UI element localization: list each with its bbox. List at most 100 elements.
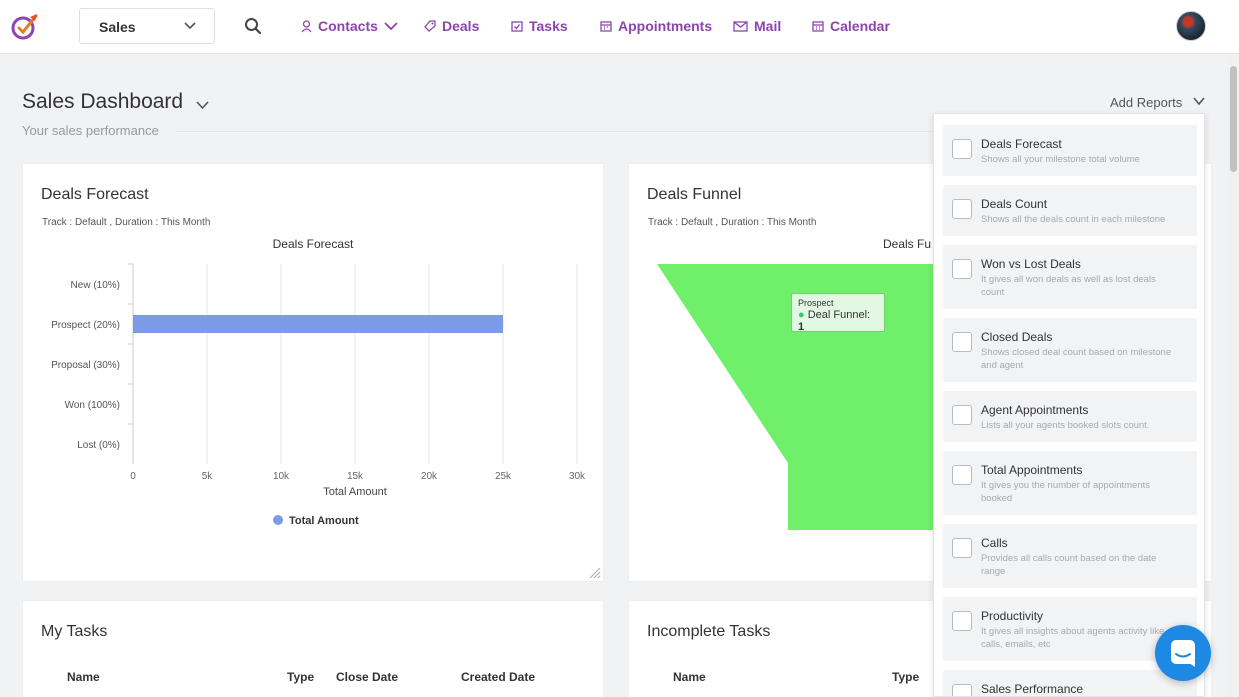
chat-launcher-button[interactable] [1155,625,1211,681]
deals-forecast-card: Deals Forecast Track : Default , Duratio… [22,163,604,582]
report-checkbox[interactable] [952,332,972,352]
page-scrollbar[interactable] [1227,54,1239,697]
deals-forecast-chart: Deals Forecast 0 5k 10k 15k 20k 25k 30k New (10%… [51,237,586,527]
legend-label: Total Amount [289,515,359,527]
y-tick-label: New (10%) [71,280,120,291]
page-subtitle: Your sales performance [22,123,159,138]
report-checkbox[interactable] [952,684,972,696]
card-title: Incomplete Tasks [647,623,771,640]
user-avatar[interactable] [1176,11,1206,41]
report-option[interactable]: Productivity It gives all insights about… [943,597,1197,661]
report-option-title: Deals Forecast [981,137,1062,151]
tooltip-category: Prospect [798,298,834,308]
x-tick-label: 20k [421,471,438,482]
module-select-value: Sales [99,19,136,35]
tag-icon [424,20,436,32]
column-header[interactable]: Type [892,670,920,684]
report-option-desc: Lists all your agents booked slots count… [981,420,1150,431]
card-meta: Track : Default , Duration : This Month [648,217,817,228]
report-option-desc: It gives all insights about agents activ… [981,626,1165,650]
report-checkbox[interactable] [952,538,972,558]
report-option-desc: Shows all the deals count in each milest… [981,214,1166,225]
funnel-chart-title: Deals Fu [883,237,932,251]
module-select[interactable]: Sales [79,8,215,44]
report-option-desc: It gives you the number of appointments … [981,480,1150,504]
calendar-icon [812,21,824,32]
report-option[interactable]: Won vs Lost Deals It gives all won deals… [943,245,1197,309]
chevron-down-icon[interactable] [1193,97,1205,106]
report-option-title: Deals Count [981,197,1048,211]
report-option-title: Productivity [981,609,1044,623]
legend-marker [273,515,283,525]
nav-deals[interactable]: Deals [424,18,479,34]
funnel-tooltip: Prospect ● Deal Funnel: 1 [791,293,885,333]
column-header[interactable]: Name [67,670,100,684]
report-checkbox[interactable] [952,139,972,159]
nav-deals-label: Deals [442,18,480,34]
report-checkbox[interactable] [952,611,972,631]
chart-title: Deals Forecast [273,237,354,251]
report-checkbox[interactable] [952,405,972,425]
report-option[interactable]: Agent Appointments Lists all your agents… [943,391,1197,442]
top-navigation-bar: Sales Contacts Deals Tasks Appointments … [0,0,1239,54]
column-header[interactable]: Created Date [461,670,536,684]
resize-handle-icon[interactable] [587,565,601,579]
x-tick-label: 10k [273,471,290,482]
card-title: Deals Forecast [41,186,149,203]
app-logo-icon[interactable] [10,11,40,41]
chevron-down-icon [384,21,398,30]
report-option-title: Total Appointments [981,463,1083,477]
appointment-icon [600,21,612,32]
card-title: Deals Funnel [647,186,742,203]
tooltip-series: Deal Funnel: [807,309,871,321]
column-header[interactable]: Type [287,670,315,684]
tooltip-value: 1 [798,321,805,333]
y-tick-label: Won (100%) [65,400,120,411]
x-tick-label: 30k [569,471,586,482]
scrollbar-thumb[interactable] [1230,66,1237,172]
chevron-down-icon[interactable] [196,101,209,110]
report-option[interactable]: Closed Deals Shows closed deal count bas… [943,318,1197,382]
card-meta: Track : Default , Duration : This Month [42,217,211,228]
nav-appointments-label: Appointments [618,18,713,34]
report-option[interactable]: Total Appointments It gives you the numb… [943,451,1197,515]
report-checkbox[interactable] [952,199,972,219]
nav-contacts[interactable]: Contacts [301,18,398,34]
report-checkbox[interactable] [952,259,972,279]
report-option-desc: Provides all calls count based on the da… [981,553,1157,577]
nav-tasks-label: Tasks [529,18,568,34]
report-option-title: Calls [981,536,1008,550]
report-option[interactable]: Deals Count Shows all the deals count in… [943,185,1197,236]
report-option-desc: Shows closed deal count based on milesto… [981,347,1172,371]
report-option-title: Won vs Lost Deals [981,257,1081,271]
add-reports-panel: Deals Forecast Shows all your milestone … [933,113,1205,697]
x-tick-label: 5k [202,471,214,482]
y-tick-label: Prospect (20%) [51,320,120,331]
report-option[interactable]: Calls Provides all calls count based on … [943,524,1197,588]
page-title: Sales Dashboard [22,90,184,113]
report-option[interactable]: Sales Performance [943,670,1197,696]
nav-appointments[interactable]: Appointments [600,18,712,34]
column-header[interactable]: Close Date [336,670,399,684]
card-title: My Tasks [41,623,108,640]
header-divider [176,131,936,132]
nav-calendar[interactable]: Calendar [812,18,890,34]
mail-icon [733,20,748,32]
search-icon[interactable] [244,17,262,35]
nav-mail[interactable]: Mail [733,18,781,34]
task-icon [511,21,523,32]
x-axis-label: Total Amount [323,486,387,498]
report-option[interactable]: Deals Forecast Shows all your milestone … [943,125,1197,176]
report-option-desc: It gives all won deals as well as lost d… [981,274,1156,298]
report-option-desc: Shows all your milestone total volume [981,154,1140,165]
report-option-title: Closed Deals [981,330,1053,344]
nav-tasks[interactable]: Tasks [511,18,568,34]
column-header[interactable]: Name [673,670,706,684]
add-reports-button[interactable]: Add Reports [1110,95,1183,110]
report-option-title: Agent Appointments [981,403,1089,417]
y-tick-label: Lost (0%) [77,440,120,451]
nav-calendar-label: Calendar [830,18,890,34]
y-tick-label: Proposal (30%) [51,360,120,371]
report-checkbox[interactable] [952,465,972,485]
x-tick-label: 15k [347,471,364,482]
